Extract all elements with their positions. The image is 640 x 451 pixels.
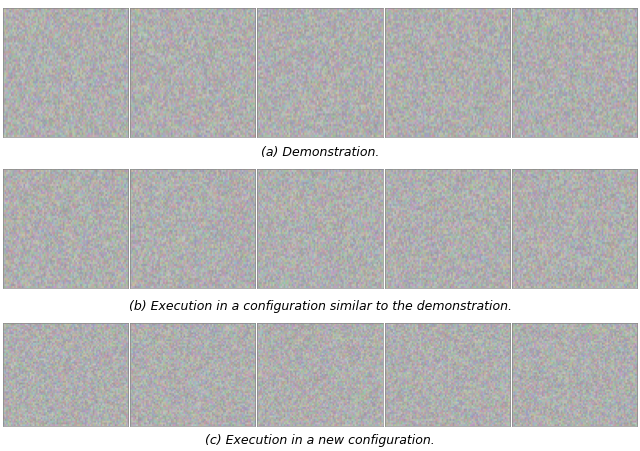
Text: (b) Execution in a configuration similar to the demonstration.: (b) Execution in a configuration similar… <box>129 299 511 312</box>
Text: (c) Execution in a new configuration.: (c) Execution in a new configuration. <box>205 433 435 446</box>
Text: (a) Demonstration.: (a) Demonstration. <box>261 146 379 159</box>
